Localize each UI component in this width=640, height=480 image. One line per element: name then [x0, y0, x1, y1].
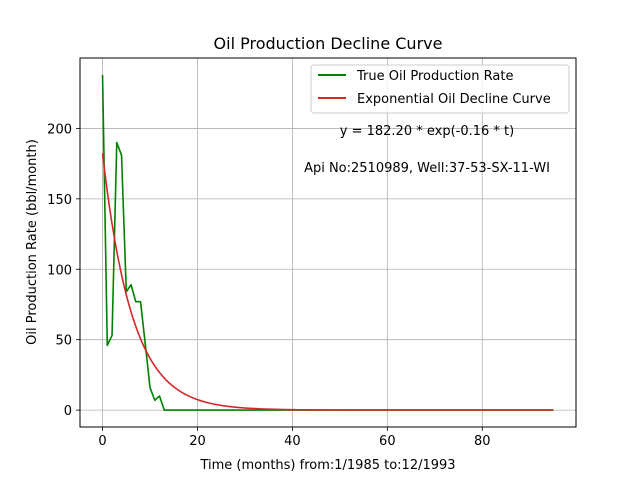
series-line-true-rate	[101, 74, 554, 411]
x-tick-label: 40	[284, 434, 301, 449]
legend-label-exponential-fit: Exponential Oil Decline Curve	[357, 92, 551, 107]
series-line-exponential-fit	[101, 153, 554, 411]
x-tick-label: 0	[98, 434, 106, 449]
well-info-annotation: Api No:2510989, Well:37-53-SX-11-WI	[304, 161, 550, 176]
y-tick-label: 200	[47, 122, 72, 137]
x-tick-label: 20	[189, 434, 206, 449]
x-tick-label: 80	[474, 434, 491, 449]
y-axis-label: Oil Production Rate (bbl/month)	[25, 139, 40, 345]
x-tick-label: 60	[379, 434, 396, 449]
chart-title: Oil Production Decline Curve	[214, 34, 443, 53]
plot-series	[101, 74, 554, 411]
y-tick-label: 50	[55, 334, 72, 349]
legend: True Oil Production Rate Exponential Oil…	[310, 64, 570, 114]
y-tick-label: 100	[47, 263, 72, 278]
plot-area-frame	[79, 57, 577, 428]
axis-ticks: 0 20 40 60 80 0 50 100 150 200	[47, 122, 490, 449]
legend-label-true-rate: True Oil Production Rate	[356, 69, 513, 84]
y-tick-label: 0	[64, 404, 72, 419]
x-axis-label: Time (months) from:1/1985 to:12/1993	[199, 458, 455, 473]
fit-equation-annotation: y = 182.20 * exp(-0.16 * t)	[340, 124, 514, 139]
y-tick-label: 150	[47, 193, 72, 208]
legend-box	[310, 64, 570, 114]
